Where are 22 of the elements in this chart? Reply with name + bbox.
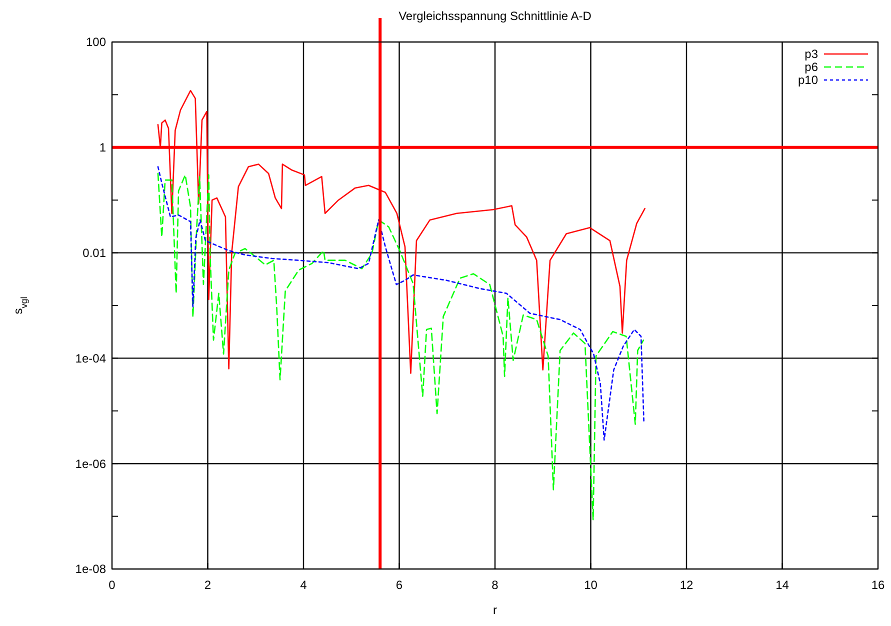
line-series — [157, 166, 645, 441]
legend-label: p3 — [804, 47, 818, 62]
x-tick-label: 8 — [492, 578, 499, 592]
x-tick-label: 6 — [396, 578, 403, 592]
line-series — [157, 172, 644, 521]
x-axis-title: r — [493, 603, 497, 617]
chart-title: Vergleichsspannung Schnittlinie A-D — [398, 9, 592, 23]
legend-label: p10 — [798, 73, 818, 88]
x-tick-label: 2 — [204, 578, 212, 592]
x-tick-label: 4 — [300, 578, 308, 592]
x-tick-label: 12 — [680, 578, 694, 592]
y-tick-label: 1e-06 — [75, 456, 106, 471]
x-tick-label: 0 — [108, 578, 116, 592]
y-tick-label: 1e-04 — [75, 351, 106, 366]
y-tick-label: 1e-08 — [75, 562, 106, 576]
x-tick-label: 10 — [584, 578, 598, 592]
y-tick-label: 0.01 — [82, 246, 106, 260]
x-tick-label: 16 — [871, 578, 885, 592]
legend-label: p6 — [804, 60, 818, 74]
y-tick-label: 1 — [99, 140, 106, 155]
y-tick-label: 100 — [86, 35, 106, 50]
x-tick-label: 14 — [776, 578, 790, 592]
